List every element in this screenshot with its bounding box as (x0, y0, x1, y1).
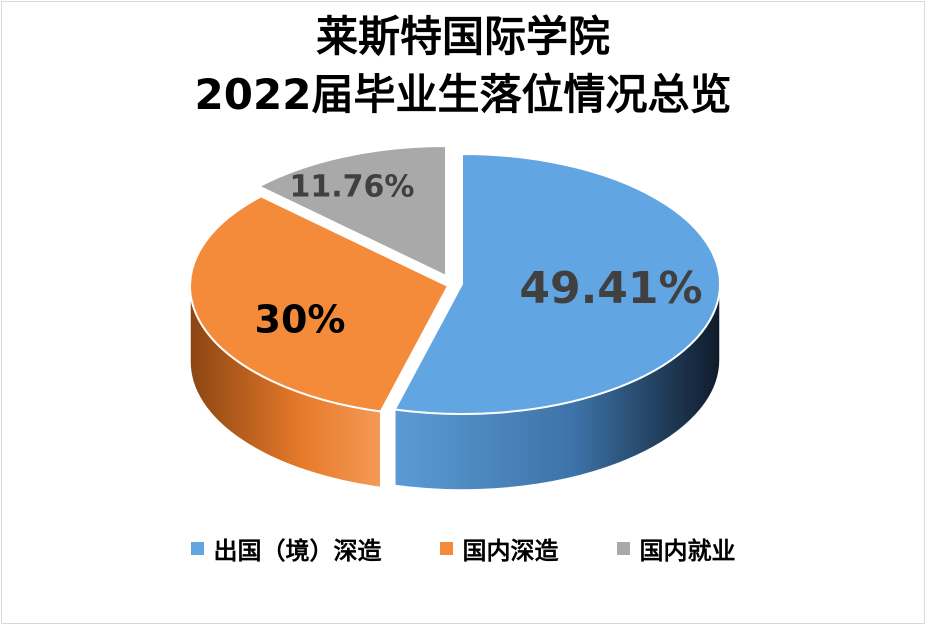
legend-swatch-gray (616, 542, 630, 555)
chart-title-line-2: 2022届毕业生落位情况总览 (194, 70, 732, 119)
legend-label: 国内深造 (462, 537, 559, 565)
legend-item-domestic-study: 国内深造 (439, 531, 559, 566)
legend-label: 出国（境）深造 (213, 537, 382, 565)
pie-slice-domestic-study (189, 195, 450, 413)
legend-label: 国内就业 (639, 537, 736, 565)
legend: 出国（境）深造 国内深造 国内就业 (0, 531, 926, 566)
legend-swatch-blue (190, 542, 204, 555)
pie-slice-study-abroad (393, 152, 721, 415)
pie-slice-domestic-employment (256, 144, 447, 278)
legend-item-domestic-employment: 国内就业 (616, 531, 736, 566)
legend-swatch-orange (439, 542, 453, 555)
data-label-study-abroad: 49.41% (519, 263, 702, 314)
chart-title-line-1: 莱斯特国际学院 (315, 12, 610, 61)
legend-item-study-abroad: 出国（境）深造 (190, 531, 382, 566)
chart-title: 莱斯特国际学院 2022届毕业生落位情况总览 (0, 8, 926, 124)
data-label-domestic-employment: 11.76% (290, 170, 415, 205)
data-label-domestic-study: 30% (255, 298, 346, 342)
